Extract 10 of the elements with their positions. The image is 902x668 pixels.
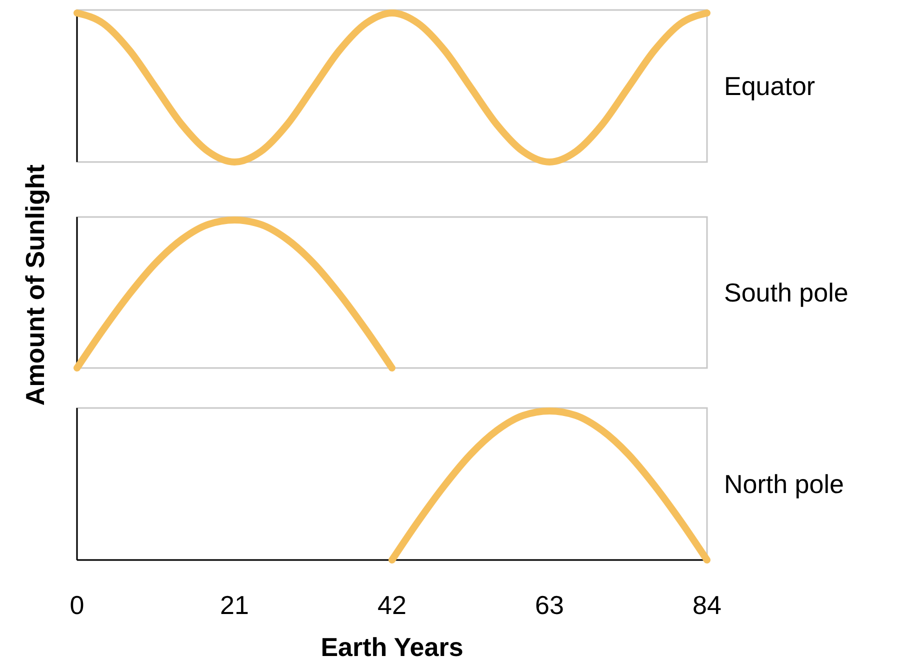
y-axis-title: Amount of Sunlight xyxy=(20,164,50,406)
series-label: North pole xyxy=(724,469,844,499)
x-tick-label: 0 xyxy=(70,590,84,620)
text: South pole xyxy=(724,278,848,308)
x-axis-title: Earth Years xyxy=(320,632,464,662)
text: Equator xyxy=(724,71,816,101)
x-tick-label: 21 xyxy=(220,590,249,620)
x-tick-label: 63 xyxy=(535,590,564,620)
x-tick-label: 84 xyxy=(692,590,722,620)
x-tick-label: 42 xyxy=(378,590,406,620)
